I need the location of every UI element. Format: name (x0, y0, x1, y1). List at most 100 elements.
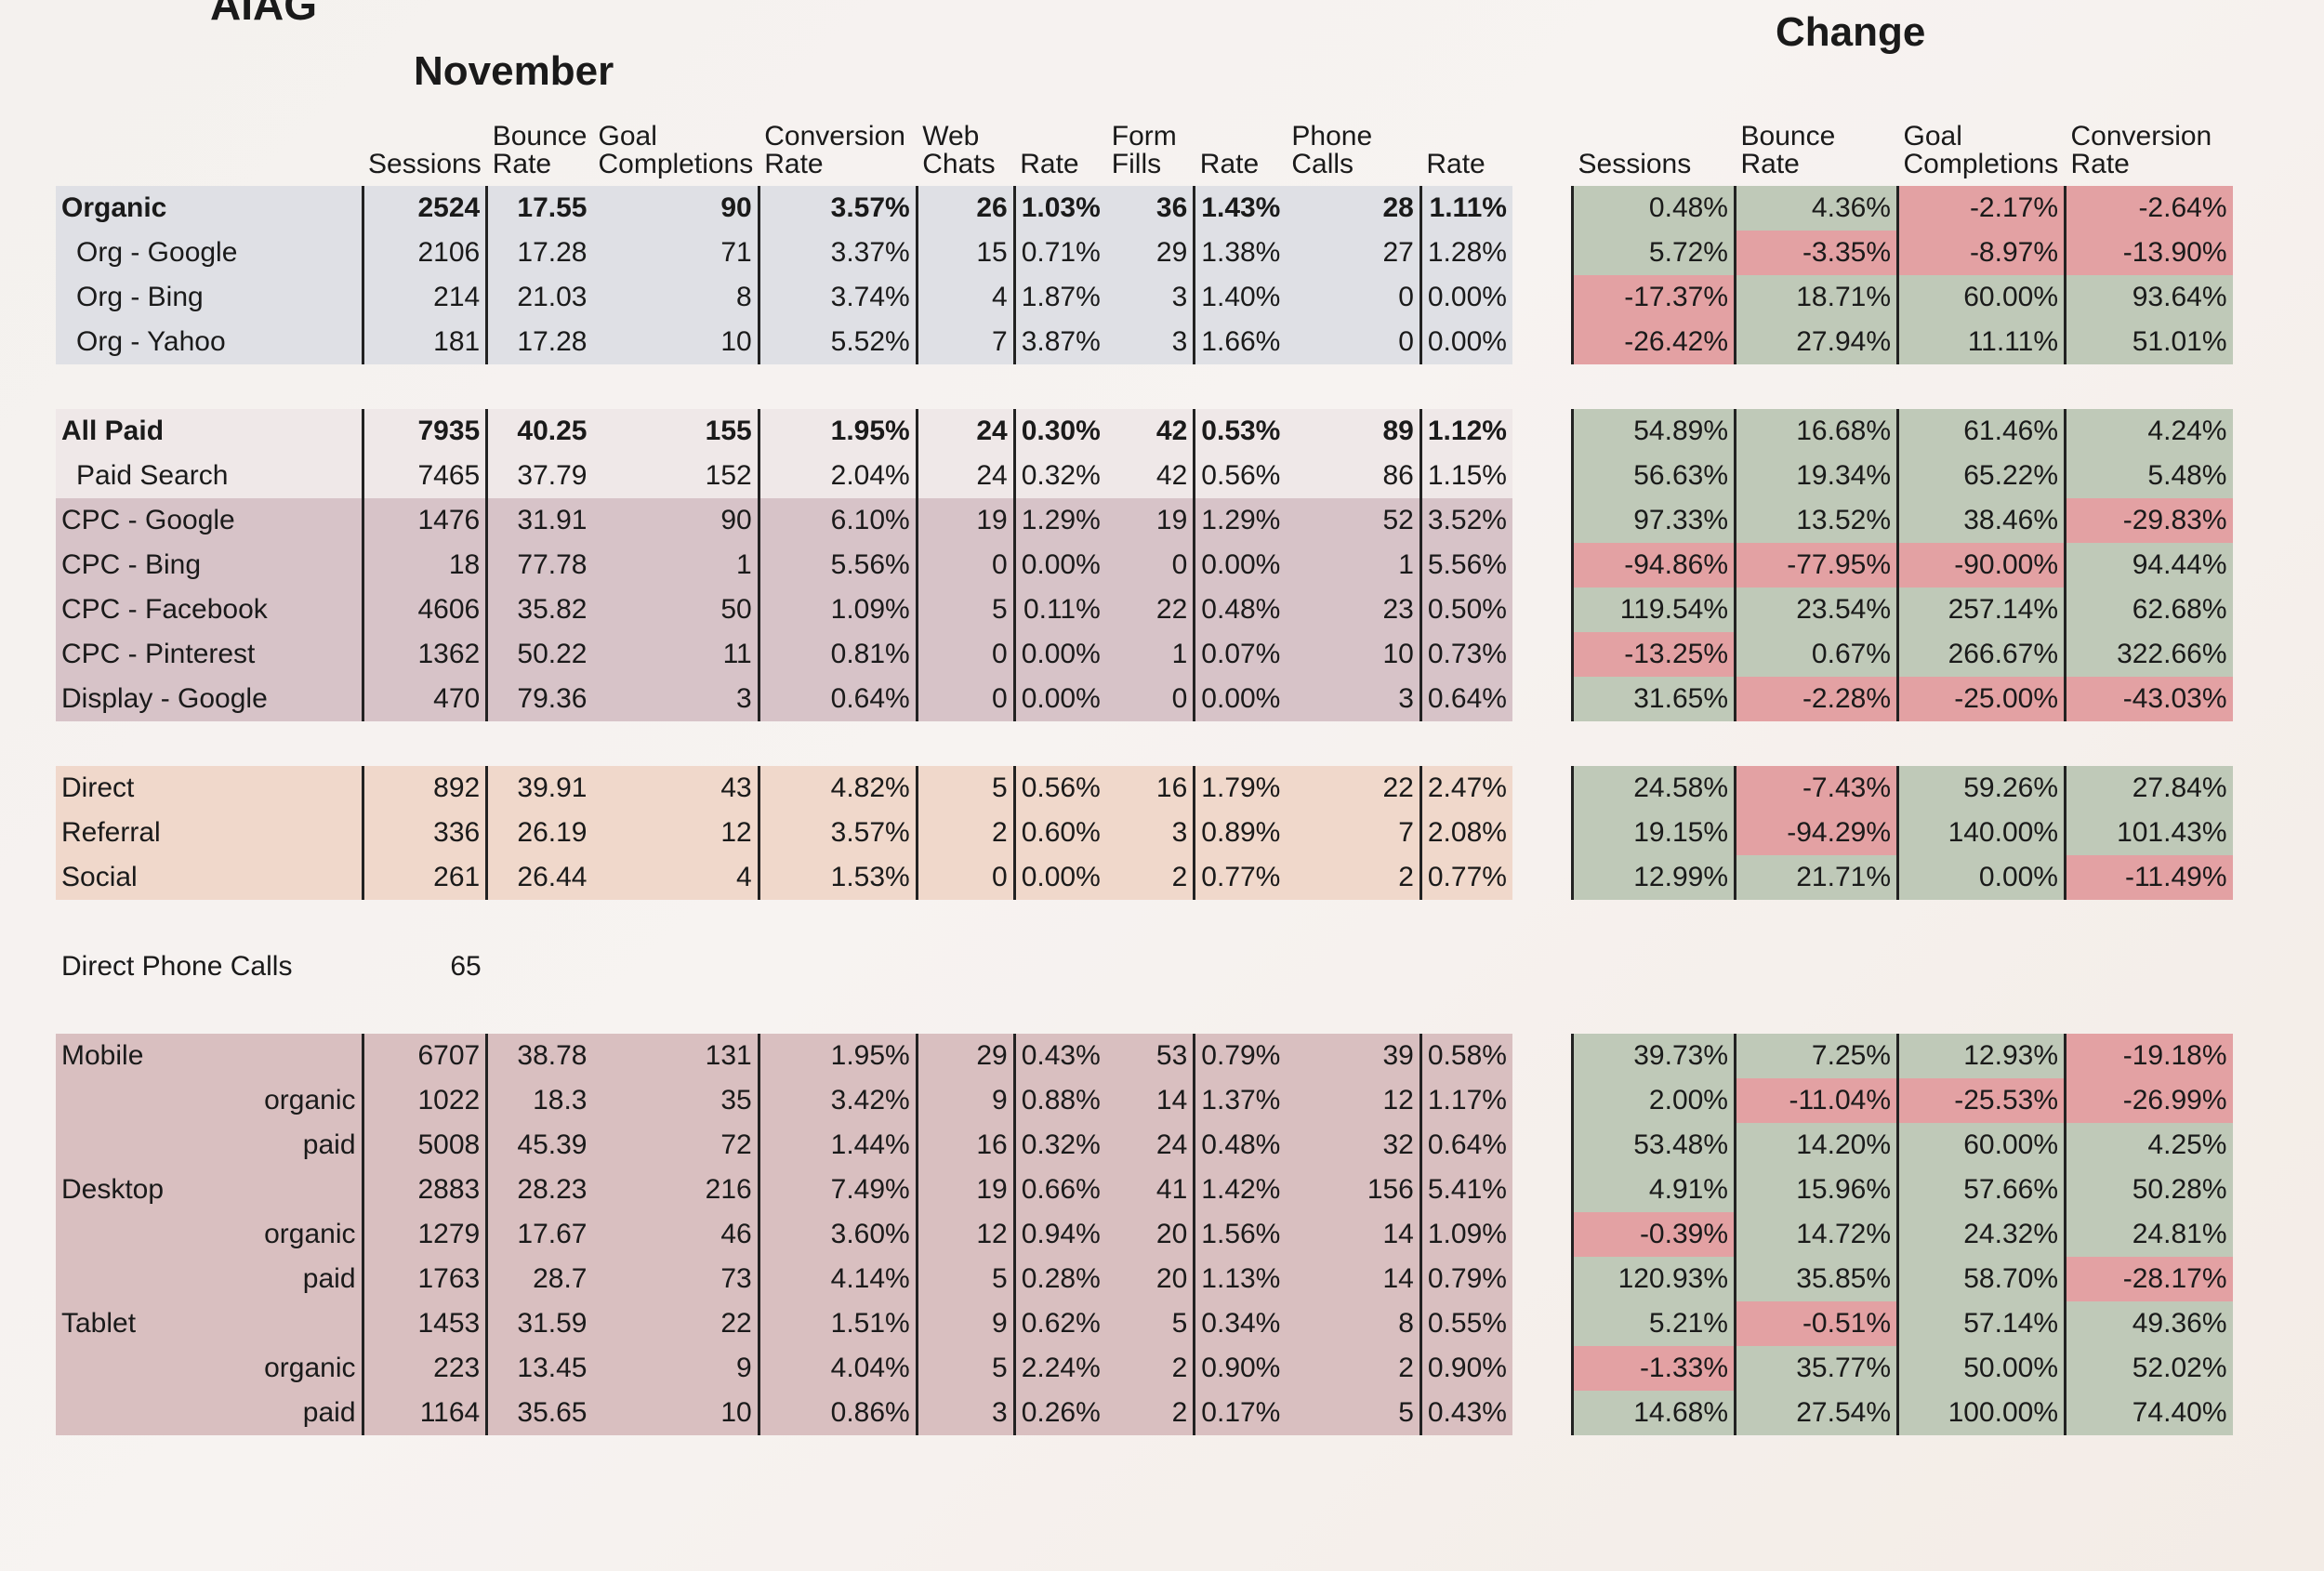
col-header-goal-completions: Goal Completions (598, 121, 754, 179)
table-row: paid 5008 45.39 72 1.44% 16 0.32% 24 0.48% 32 0.64… (56, 1123, 1512, 1168)
web-chats-cell (917, 944, 1014, 989)
call-rate-cell: 0.55% (1419, 1301, 1512, 1346)
web-chats-cell: 29 (915, 1034, 1015, 1078)
chat-rate-cell: 0.43% (1012, 1034, 1106, 1078)
change-row: -0.39% 14.72% 24.32% 24.81% (1571, 1212, 2233, 1257)
table-row: organic 223 13.45 9 4.04% 5 2.24% 2 0.90% 2 0.90% (56, 1346, 1512, 1391)
web-chats-cell: 5 (915, 1257, 1015, 1301)
change-conversion-rate-cell: 24.81% (2064, 1212, 2233, 1257)
sessions-cell: 1453 (361, 1301, 487, 1346)
row-label: Direct (56, 766, 363, 811)
chat-rate-cell: 2.24% (1012, 1346, 1106, 1391)
change-goal-completions-cell: -90.00% (1896, 543, 2066, 587)
change-row: 31.65% -2.28% -25.00% -43.03% (1571, 677, 2233, 721)
form-rate-cell: 0.17% (1193, 1391, 1287, 1435)
sessions-cell: 181 (361, 320, 487, 364)
goal-completions-cell: 155 (592, 409, 759, 454)
conversion-rate-cell: 1.51% (757, 1301, 918, 1346)
col-header-call-rate: Rate (1426, 149, 1486, 179)
change-goal-completions-cell: 0.00% (1896, 855, 2066, 900)
phone-calls-cell: 14 (1286, 1212, 1421, 1257)
conversion-rate-cell: 3.74% (757, 275, 918, 320)
chat-rate-cell: 0.00% (1012, 855, 1106, 900)
change-conversion-rate-cell: 322.66% (2064, 632, 2233, 677)
call-rate-cell: 0.77% (1419, 855, 1512, 900)
spacer-cell (56, 364, 1512, 409)
bounce-rate-cell: 38.78 (485, 1034, 593, 1078)
bounce-rate-cell: 31.91 (485, 498, 593, 543)
change-bounce-rate-cell: 14.72% (1734, 1212, 1898, 1257)
form-fills-cell: 41 (1105, 1168, 1195, 1212)
chat-rate-cell: 0.32% (1012, 454, 1106, 498)
conversion-rate-cell: 5.56% (757, 543, 918, 587)
col-header-form-rate: Rate (1199, 149, 1260, 179)
sessions-cell: 470 (361, 677, 487, 721)
form-rate-cell: 0.53% (1193, 409, 1287, 454)
row-label: CPC - Bing (56, 543, 363, 587)
table-row: Display - Google 470 79.36 3 0.64% 0 0.00% 0 0.0… (56, 677, 1512, 721)
table-row: Social 261 26.44 4 1.53% 0 0.00% 2 0.77% 2 0.77% (56, 855, 1512, 900)
sessions-cell: 18 (361, 543, 487, 587)
chat-rate-cell: 0.26% (1012, 1391, 1106, 1435)
phone-calls-cell: 0 (1286, 320, 1421, 364)
spacer-row (56, 989, 1512, 1034)
form-rate-cell: 0.90% (1193, 1346, 1287, 1391)
conversion-rate-cell: 3.60% (757, 1212, 918, 1257)
change-table: Sessions Bounce Rate Goal Completions Co… (1571, 84, 2233, 1435)
change-conversion-rate-cell: 62.68% (2064, 587, 2233, 632)
form-rate-cell: 0.89% (1193, 811, 1287, 855)
table-row: CPC - Bing 18 77.78 1 5.56% 0 0.00% 0 0.00% 1 5.56… (56, 543, 1512, 587)
change-sessions-cell: 4.91% (1571, 1168, 1736, 1212)
goal-completions-cell: 10 (592, 1391, 759, 1435)
sessions-cell: 1164 (361, 1391, 487, 1435)
goal-completions-cell: 90 (592, 186, 759, 231)
bounce-rate-cell: 26.44 (485, 855, 593, 900)
change-sessions-cell: 97.33% (1571, 498, 1736, 543)
bounce-rate-cell: 45.39 (485, 1123, 593, 1168)
table-row: Org - Yahoo 181 17.28 10 5.52% 7 3.87% 3 1.66% 0 0… (56, 320, 1512, 364)
table-row: organic 1279 17.67 46 3.60% 12 0.94% 20 1.56% 14 1… (56, 1212, 1512, 1257)
form-fills-cell (1106, 944, 1195, 989)
change-sessions-cell: -26.42% (1571, 320, 1736, 364)
chat-rate-cell: 0.00% (1012, 543, 1106, 587)
table-row: CPC - Facebook 4606 35.82 50 1.09% 5 0.11% 22 0.… (56, 587, 1512, 632)
goal-completions-cell: 73 (592, 1257, 759, 1301)
change-row: 2.00% -11.04% -25.53% -26.99% (1571, 1078, 2233, 1123)
change-bounce-rate-cell: 18.71% (1734, 275, 1898, 320)
col-header-conversion-rate: Conversion Rate (764, 121, 905, 179)
spacer-cell (56, 721, 1512, 766)
sessions-cell: 2883 (361, 1168, 487, 1212)
form-fills-cell: 53 (1105, 1034, 1195, 1078)
row-label: Organic (56, 186, 363, 231)
chat-rate-cell: 0.00% (1012, 677, 1106, 721)
change-row: -1.33% 35.77% 50.00% 52.02% (1571, 1346, 2233, 1391)
goal-completions-cell: 35 (592, 1078, 759, 1123)
phone-calls-cell: 8 (1286, 1301, 1421, 1346)
change-goal-completions-cell: 100.00% (1896, 1391, 2066, 1435)
change-conversion-rate-cell: 49.36% (2064, 1301, 2233, 1346)
goal-completions-cell: 1 (592, 543, 759, 587)
bounce-rate-cell: 31.59 (485, 1301, 593, 1346)
change-sessions-cell: 5.72% (1571, 231, 1736, 275)
call-rate-cell: 0.50% (1419, 587, 1512, 632)
change-sessions-cell: 19.15% (1571, 811, 1736, 855)
change-row: 53.48% 14.20% 60.00% 4.25% (1571, 1123, 2233, 1168)
change-sessions-cell: -13.25% (1571, 632, 1736, 677)
spacer-row (56, 364, 1512, 409)
chat-rate-cell: 1.03% (1012, 186, 1106, 231)
form-fills-cell: 24 (1105, 1123, 1195, 1168)
row-label: paid (56, 1123, 363, 1168)
bounce-rate-cell: 50.22 (485, 632, 593, 677)
chat-rate-cell: 0.32% (1012, 1123, 1106, 1168)
change-header-goal-completions: Goal Completions (1903, 121, 2059, 179)
change-bounce-rate-cell: -7.43% (1734, 766, 1898, 811)
bounce-rate-cell: 17.28 (485, 320, 593, 364)
form-fills-cell: 0 (1105, 677, 1195, 721)
form-fills-cell: 3 (1105, 320, 1195, 364)
col-header-chat-rate: Rate (1020, 149, 1079, 179)
form-fills-cell: 22 (1105, 587, 1195, 632)
call-rate-cell: 0.58% (1419, 1034, 1512, 1078)
goal-completions-cell: 46 (592, 1212, 759, 1257)
bounce-rate-cell: 35.65 (485, 1391, 593, 1435)
web-chats-cell: 5 (915, 587, 1015, 632)
